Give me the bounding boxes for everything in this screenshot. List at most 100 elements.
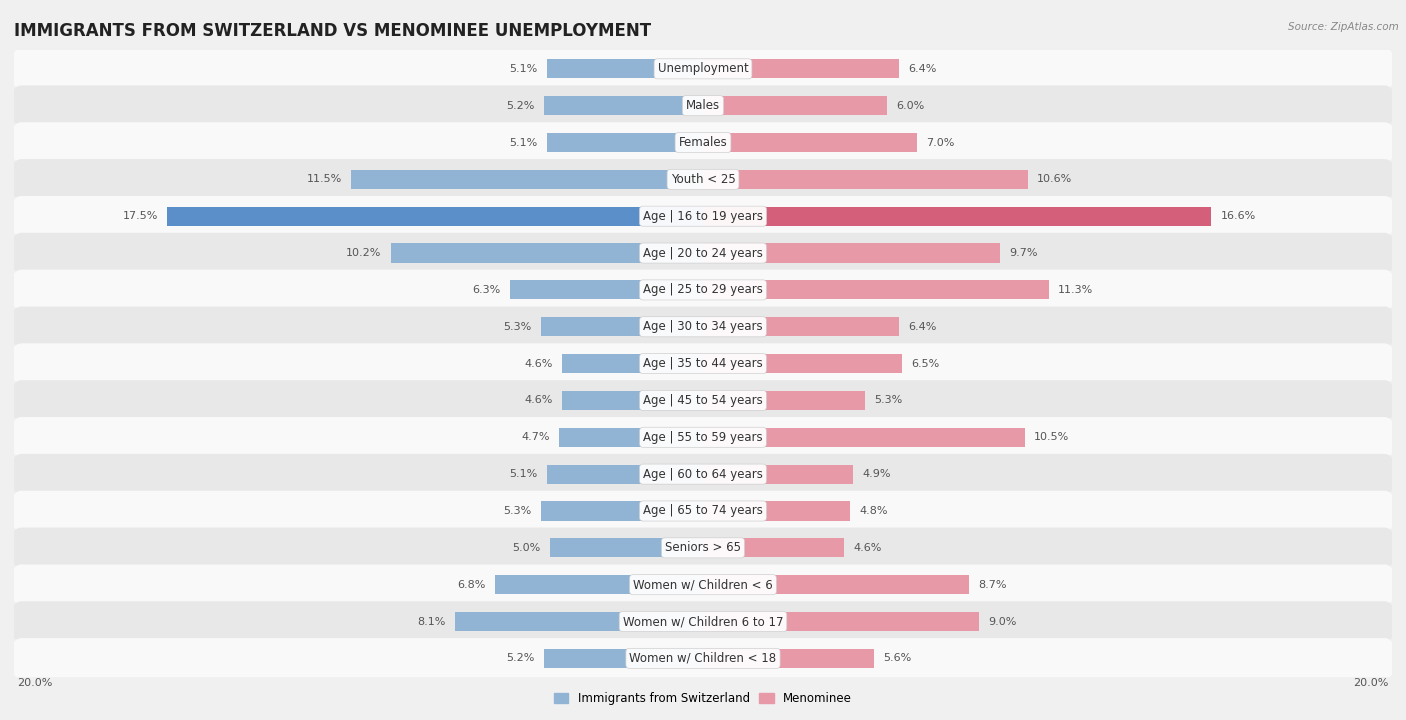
Text: Age | 55 to 59 years: Age | 55 to 59 years xyxy=(643,431,763,444)
Bar xyxy=(547,464,703,484)
Bar xyxy=(703,501,851,521)
Text: 6.8%: 6.8% xyxy=(457,580,485,590)
Bar xyxy=(541,318,703,336)
Bar xyxy=(541,501,703,521)
Text: 5.3%: 5.3% xyxy=(503,322,531,332)
Text: 4.6%: 4.6% xyxy=(524,359,553,369)
Text: Unemployment: Unemployment xyxy=(658,63,748,76)
Bar xyxy=(703,96,887,115)
Text: 5.0%: 5.0% xyxy=(512,543,541,553)
Text: 5.2%: 5.2% xyxy=(506,653,534,663)
Text: 8.1%: 8.1% xyxy=(418,616,446,626)
Text: Females: Females xyxy=(679,136,727,149)
Text: Age | 16 to 19 years: Age | 16 to 19 years xyxy=(643,210,763,222)
Text: 4.6%: 4.6% xyxy=(524,395,553,405)
Legend: Immigrants from Switzerland, Menominee: Immigrants from Switzerland, Menominee xyxy=(554,693,852,706)
FancyBboxPatch shape xyxy=(13,233,1393,274)
Text: 20.0%: 20.0% xyxy=(17,678,52,688)
FancyBboxPatch shape xyxy=(13,454,1393,495)
Text: Age | 30 to 34 years: Age | 30 to 34 years xyxy=(643,320,763,333)
Bar xyxy=(703,280,1049,300)
Text: 5.3%: 5.3% xyxy=(503,506,531,516)
Bar xyxy=(456,612,703,631)
Bar xyxy=(510,280,703,300)
Bar xyxy=(352,170,703,189)
Text: 5.2%: 5.2% xyxy=(506,101,534,111)
Text: 6.3%: 6.3% xyxy=(472,285,501,295)
Bar xyxy=(703,170,1028,189)
Text: Age | 20 to 24 years: Age | 20 to 24 years xyxy=(643,246,763,259)
FancyBboxPatch shape xyxy=(13,601,1393,642)
Text: Age | 65 to 74 years: Age | 65 to 74 years xyxy=(643,505,763,518)
Text: 10.5%: 10.5% xyxy=(1033,432,1069,442)
FancyBboxPatch shape xyxy=(13,491,1393,531)
FancyBboxPatch shape xyxy=(13,528,1393,568)
Bar xyxy=(547,59,703,78)
Bar xyxy=(544,96,703,115)
Text: 17.5%: 17.5% xyxy=(122,211,157,221)
Text: Women w/ Children < 18: Women w/ Children < 18 xyxy=(630,652,776,665)
Bar xyxy=(550,539,703,557)
Bar xyxy=(703,612,979,631)
Bar xyxy=(703,207,1212,226)
Text: 20.0%: 20.0% xyxy=(1354,678,1389,688)
FancyBboxPatch shape xyxy=(13,307,1393,347)
Text: Women w/ Children < 6: Women w/ Children < 6 xyxy=(633,578,773,591)
Bar xyxy=(703,243,1000,263)
Bar xyxy=(547,133,703,152)
FancyBboxPatch shape xyxy=(13,270,1393,310)
Bar xyxy=(167,207,703,226)
Text: 5.3%: 5.3% xyxy=(875,395,903,405)
Text: 10.2%: 10.2% xyxy=(346,248,381,258)
FancyBboxPatch shape xyxy=(13,159,1393,199)
Text: 10.6%: 10.6% xyxy=(1036,174,1071,184)
Text: Seniors > 65: Seniors > 65 xyxy=(665,541,741,554)
Text: Age | 35 to 44 years: Age | 35 to 44 years xyxy=(643,357,763,370)
Bar xyxy=(703,575,969,594)
Bar xyxy=(391,243,703,263)
Bar xyxy=(560,428,703,447)
Text: Males: Males xyxy=(686,99,720,112)
Bar xyxy=(703,391,865,410)
Text: 6.5%: 6.5% xyxy=(911,359,939,369)
FancyBboxPatch shape xyxy=(13,122,1393,163)
Text: 11.5%: 11.5% xyxy=(307,174,342,184)
FancyBboxPatch shape xyxy=(13,343,1393,384)
Bar xyxy=(544,649,703,668)
Text: Age | 60 to 64 years: Age | 60 to 64 years xyxy=(643,468,763,481)
Bar xyxy=(703,428,1025,447)
FancyBboxPatch shape xyxy=(13,86,1393,126)
Text: 5.6%: 5.6% xyxy=(883,653,912,663)
Text: 8.7%: 8.7% xyxy=(979,580,1007,590)
FancyBboxPatch shape xyxy=(13,638,1393,679)
Text: 5.1%: 5.1% xyxy=(509,469,537,479)
Bar xyxy=(703,539,844,557)
Text: 7.0%: 7.0% xyxy=(927,138,955,148)
Bar xyxy=(703,354,903,373)
Text: 6.0%: 6.0% xyxy=(896,101,924,111)
Bar xyxy=(703,59,898,78)
Bar xyxy=(562,354,703,373)
Text: 4.7%: 4.7% xyxy=(522,432,550,442)
Bar xyxy=(703,133,917,152)
Text: Source: ZipAtlas.com: Source: ZipAtlas.com xyxy=(1288,22,1399,32)
FancyBboxPatch shape xyxy=(13,417,1393,458)
Text: Youth < 25: Youth < 25 xyxy=(671,173,735,186)
Bar xyxy=(703,649,875,668)
Text: 4.6%: 4.6% xyxy=(853,543,882,553)
Text: 9.0%: 9.0% xyxy=(988,616,1017,626)
Text: 6.4%: 6.4% xyxy=(908,322,936,332)
Text: 6.4%: 6.4% xyxy=(908,64,936,74)
Text: Age | 25 to 29 years: Age | 25 to 29 years xyxy=(643,284,763,297)
Bar xyxy=(495,575,703,594)
FancyBboxPatch shape xyxy=(13,196,1393,236)
Bar xyxy=(703,318,898,336)
Bar xyxy=(562,391,703,410)
Bar xyxy=(703,464,853,484)
Text: 9.7%: 9.7% xyxy=(1010,248,1038,258)
Text: 4.9%: 4.9% xyxy=(862,469,891,479)
Text: 4.8%: 4.8% xyxy=(859,506,887,516)
Text: Age | 45 to 54 years: Age | 45 to 54 years xyxy=(643,394,763,407)
FancyBboxPatch shape xyxy=(13,564,1393,605)
FancyBboxPatch shape xyxy=(13,48,1393,89)
